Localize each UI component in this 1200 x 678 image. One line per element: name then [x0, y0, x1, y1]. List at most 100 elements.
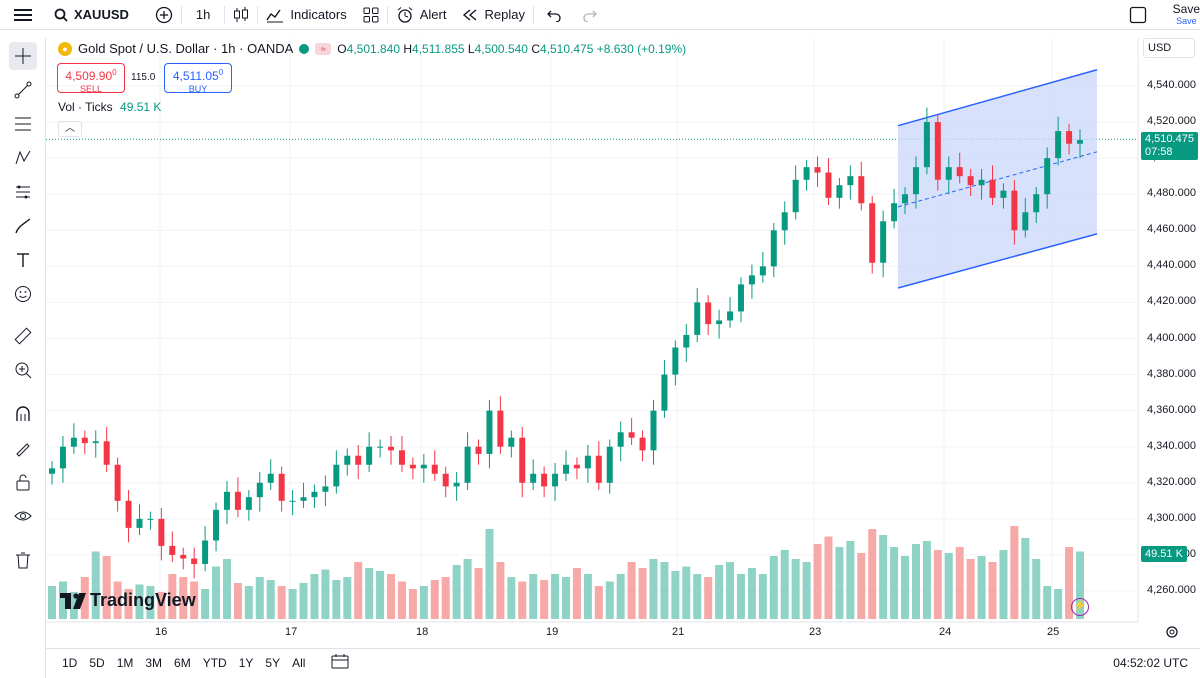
- hide-drawings-tool[interactable]: [9, 502, 37, 530]
- goto-date-button[interactable]: [325, 653, 355, 672]
- trendline-icon: [14, 81, 32, 99]
- candle-body: [770, 230, 777, 267]
- emoji-tool[interactable]: [9, 280, 37, 308]
- undo-button[interactable]: [534, 0, 574, 30]
- open-value: 4,501.840: [346, 41, 401, 56]
- layouts-button[interactable]: [355, 0, 387, 30]
- indicators-button[interactable]: Indicators: [258, 0, 354, 30]
- parallel-channel[interactable]: [897, 69, 1098, 289]
- buy-button[interactable]: 4,511.050 BUY: [164, 63, 232, 94]
- volume-bar: [146, 586, 155, 619]
- top-toolbar: XAUUSD 1h Indicators Alert Replay Save S…: [0, 0, 1200, 30]
- volume-legend[interactable]: Vol · Ticks 49.51 K: [58, 100, 161, 114]
- range-button-1d[interactable]: 1D: [62, 655, 78, 670]
- lock-icon: [16, 474, 30, 491]
- alert-button[interactable]: Alert: [388, 0, 455, 30]
- chart-settings-button[interactable]: [1164, 624, 1180, 640]
- redo-button[interactable]: [574, 0, 606, 30]
- candle-body: [377, 446, 384, 448]
- volume-bar: [474, 568, 483, 619]
- range-button-5y[interactable]: 5Y: [265, 655, 281, 670]
- range-button-ytd[interactable]: YTD: [202, 655, 227, 670]
- separator: [180, 5, 182, 24]
- interval-button[interactable]: 1h: [182, 0, 224, 30]
- volume-bar: [627, 562, 636, 619]
- clock-display[interactable]: 04:52:02 UTC: [1113, 655, 1188, 670]
- low-label: L: [467, 41, 475, 56]
- candle-body: [748, 275, 755, 285]
- ruler-tool[interactable]: [9, 322, 37, 350]
- fib-tool[interactable]: [9, 110, 37, 138]
- time-tick-label: 24: [939, 626, 952, 638]
- candle-body: [858, 176, 865, 204]
- magnet-tool[interactable]: [9, 400, 37, 428]
- channel-lower-line: [897, 233, 1098, 289]
- fullscreen-button[interactable]: [1121, 0, 1167, 30]
- candle-body: [355, 455, 362, 465]
- candle-body: [683, 334, 690, 348]
- volume-bar: [1021, 538, 1030, 619]
- volume-bar: [255, 577, 264, 619]
- crosshair-tool[interactable]: [9, 42, 37, 70]
- volume-bar: [890, 547, 899, 619]
- candle-body: [81, 437, 88, 444]
- volume-bar: [562, 577, 570, 619]
- volume-bar: [48, 586, 56, 619]
- separator: [257, 5, 259, 24]
- brush-tool[interactable]: [9, 212, 37, 240]
- lightning-button[interactable]: ⚡: [1071, 598, 1089, 616]
- range-button-all[interactable]: All: [292, 655, 306, 670]
- bar-countdown: 07:58: [1145, 146, 1173, 158]
- tradingview-logo[interactable]: TradingView: [60, 590, 196, 611]
- volume-bar: [299, 583, 308, 619]
- candle-body: [92, 441, 99, 444]
- menu-button[interactable]: [0, 0, 40, 30]
- buy-price-pip: 0: [218, 68, 224, 77]
- currency-selector[interactable]: USD: [1143, 38, 1195, 58]
- save-button[interactable]: Save Save: [1167, 0, 1200, 30]
- chart-type-button[interactable]: [225, 0, 257, 30]
- range-button-1y[interactable]: 1Y: [238, 655, 254, 670]
- volume-bar: [682, 566, 691, 619]
- pattern-tool[interactable]: [9, 144, 37, 172]
- prediction-tool[interactable]: [9, 178, 37, 206]
- volume-bar: [693, 574, 702, 619]
- candle-body: [1044, 158, 1051, 195]
- sell-button[interactable]: 4,509.900 SELL: [57, 63, 125, 94]
- candle-body: [191, 558, 198, 564]
- range-button-3m[interactable]: 3M: [145, 655, 163, 670]
- lock-drawing-tool[interactable]: [9, 434, 37, 462]
- candle-body: [409, 464, 416, 469]
- candles: [49, 107, 1083, 579]
- calendar-icon: [331, 654, 349, 669]
- volume-bar: [365, 568, 374, 619]
- text-tool[interactable]: [9, 246, 37, 274]
- trendline-tool[interactable]: [9, 76, 37, 104]
- volume-bar: [529, 574, 538, 619]
- candle-body: [169, 545, 176, 555]
- price-tick-label: 4,260.000: [1147, 584, 1196, 596]
- volume-bar: [321, 569, 330, 619]
- time-tick-label: 19: [546, 626, 559, 638]
- volume-bar: [649, 559, 658, 619]
- candle-body: [289, 500, 296, 502]
- range-button-1m[interactable]: 1M: [116, 655, 134, 670]
- candle-body: [781, 212, 788, 231]
- replay-button[interactable]: Replay: [454, 0, 532, 30]
- zoom-tool[interactable]: [9, 356, 37, 384]
- volume-bar: [540, 580, 549, 619]
- symbol-search-button[interactable]: XAUUSD: [40, 0, 137, 30]
- lock-all-tool[interactable]: [9, 468, 37, 496]
- collapse-legend-button[interactable]: ︿: [58, 121, 82, 137]
- candle-body: [923, 122, 930, 168]
- range-button-6m[interactable]: 6M: [174, 655, 191, 670]
- candle-body: [661, 374, 668, 411]
- range-button-5d[interactable]: 5D: [89, 655, 105, 670]
- volume-bar: [671, 571, 680, 619]
- price-chart[interactable]: [46, 38, 1200, 638]
- delete-drawings-tool[interactable]: [9, 546, 37, 574]
- symbol-title[interactable]: Gold Spot / U.S. Dollar · 1h · OANDA: [78, 41, 294, 56]
- volume-bar: [244, 586, 253, 619]
- compare-button[interactable]: [137, 0, 181, 30]
- volume-bar: [879, 535, 888, 619]
